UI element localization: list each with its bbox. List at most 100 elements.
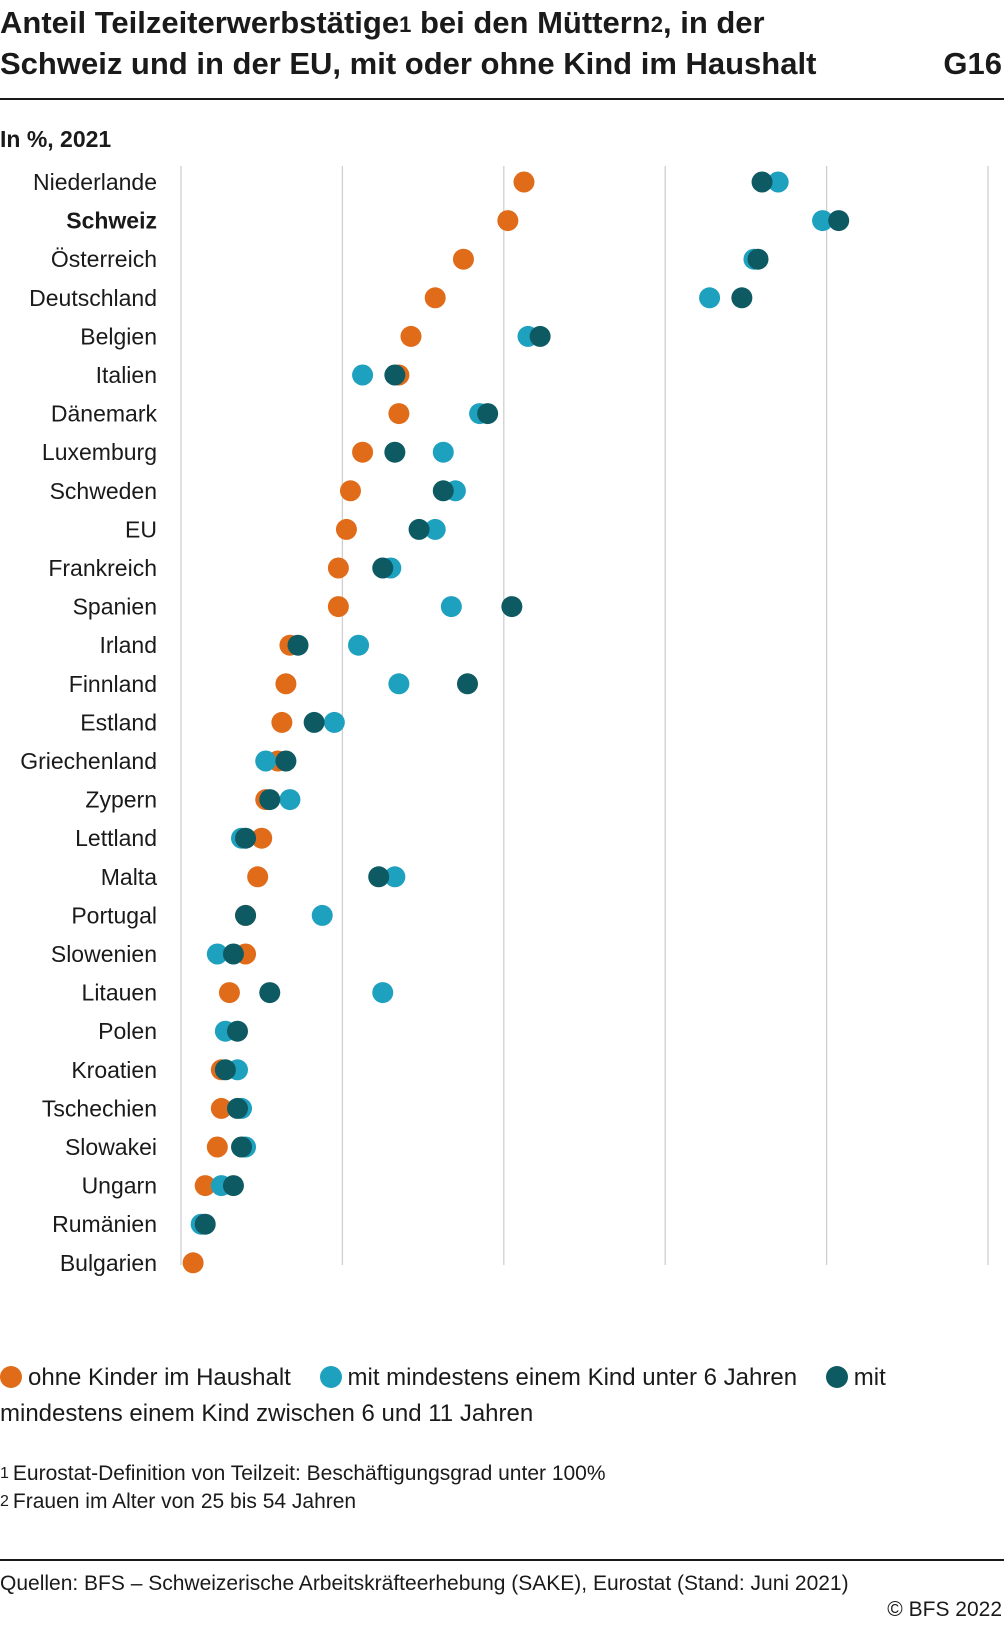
- dot-series-3: [259, 982, 281, 1004]
- dot-series-2: [440, 596, 462, 618]
- dot-series-1: [182, 1252, 204, 1274]
- category-label: Estland: [80, 709, 157, 735]
- chart-code: G16: [943, 46, 1002, 81]
- title-text-2: bei den Müttern: [411, 5, 651, 40]
- legend-swatch: [0, 1366, 22, 1388]
- category-label: Spanien: [73, 594, 157, 620]
- footnote-1-marker: 1: [0, 1465, 9, 1482]
- dot-series-1: [335, 518, 357, 540]
- top-rule: [0, 98, 1004, 100]
- category-label: Portugal: [71, 902, 157, 928]
- footnote-2-text: Frauen im Alter von 25 bis 54 Jahren: [12, 1490, 357, 1513]
- data-points: [182, 171, 850, 1274]
- copyright: © BFS 2022: [887, 1598, 1002, 1621]
- dot-series-1: [400, 325, 422, 347]
- category-label: Finnland: [69, 671, 157, 697]
- dot-series-1: [452, 248, 474, 270]
- category-label: Tschechien: [42, 1095, 157, 1121]
- dot-series-1: [352, 441, 374, 463]
- dot-series-2: [767, 171, 789, 193]
- dot-series-3: [747, 248, 769, 270]
- dot-series-3: [235, 827, 257, 849]
- dot-series-3: [275, 750, 297, 772]
- category-label: EU: [125, 516, 157, 542]
- dot-series-3: [222, 943, 244, 965]
- footnotes: 1 Eurostat-Definition von Teilzeit: Besch…: [0, 1460, 606, 1516]
- source-note: Quellen: BFS – Schweizerische Arbeitskrä…: [0, 1572, 849, 1595]
- dot-series-2: [323, 711, 345, 733]
- dot-series-3: [368, 866, 390, 888]
- category-label: Frankreich: [48, 555, 157, 581]
- dot-plot: Niederlande Schweiz Österreich Deutschland B…: [20, 166, 989, 1276]
- category-label: Deutschland: [29, 285, 157, 311]
- legend-swatch: [825, 1366, 848, 1388]
- dot-series-3: [751, 171, 773, 193]
- dot-series-2: [255, 750, 277, 772]
- title-line-1: Anteil Teilzeiterwerbstätige1 bei den Mü…: [0, 2, 1004, 43]
- category-label: Ungarn: [82, 1173, 157, 1199]
- category-label: Litauen: [82, 980, 157, 1006]
- dot-series-1: [513, 171, 535, 193]
- legend-label: ohne Kinder im Haushalt: [28, 1364, 291, 1391]
- category-label: Kroatien: [71, 1057, 157, 1083]
- category-label: Lettland: [75, 825, 157, 851]
- category-label: Österreich: [51, 246, 157, 272]
- dot-series-3: [214, 1059, 236, 1081]
- dot-series-1: [327, 596, 349, 618]
- category-label: Schweden: [50, 478, 157, 504]
- category-label: Schweiz: [66, 208, 157, 234]
- dot-series-1: [206, 1136, 228, 1158]
- dot-series-3: [731, 287, 753, 309]
- category-label: Luxemburg: [42, 439, 157, 465]
- dot-series-1: [210, 1097, 232, 1119]
- chart-title: Anteil Teilzeiterwerbstätige1 bei den Mü…: [0, 2, 1004, 84]
- dot-series-1: [251, 827, 273, 849]
- category-label: Zypern: [85, 787, 157, 813]
- dot-series-1: [339, 480, 361, 502]
- dot-series-3: [231, 1136, 253, 1158]
- bottom-rule: [0, 1559, 1004, 1561]
- legend-swatch: [319, 1366, 342, 1388]
- dot-series-3: [828, 210, 850, 232]
- dot-series-3: [529, 325, 551, 347]
- dot-series-3: [384, 441, 406, 463]
- dot-series-2: [432, 441, 454, 463]
- dot-series-1: [247, 866, 269, 888]
- dot-series-2: [699, 287, 721, 309]
- category-label: Malta: [101, 864, 157, 890]
- dot-series-2: [372, 982, 394, 1004]
- dot-series-2: [388, 673, 410, 695]
- dot-series-3: [477, 403, 499, 425]
- dot-series-2: [424, 518, 446, 540]
- dot-series-1: [218, 982, 240, 1004]
- category-label: Griechenland: [20, 748, 157, 774]
- category-label: Italien: [96, 362, 157, 388]
- dot-series-3: [408, 518, 430, 540]
- category-label: Slowenien: [51, 941, 157, 967]
- title-text-3: , in der: [662, 5, 765, 40]
- category-label: Polen: [98, 1018, 157, 1044]
- dot-series-3: [432, 480, 454, 502]
- dot-series-1: [388, 403, 410, 425]
- dot-series-3: [222, 1175, 244, 1197]
- footnote-1: 1 Eurostat-Definition von Teilzeit: Besch…: [0, 1460, 606, 1488]
- dot-series-3: [259, 789, 281, 811]
- legend-item-1: ohne Kinder im Haushalt: [0, 1364, 291, 1391]
- dot-series-3: [194, 1213, 216, 1235]
- dot-series-1: [327, 557, 349, 579]
- dot-series-3: [501, 596, 523, 618]
- category-label: Rumänien: [52, 1211, 157, 1237]
- title-text-1: Anteil Teilzeiterwerbstätige: [0, 5, 400, 40]
- dot-series-2: [206, 943, 228, 965]
- category-label: Bulgarien: [60, 1250, 157, 1276]
- title-line-2: Schweiz und in der EU, mit oder ohne Kin…: [0, 46, 817, 81]
- legend-label: mit mindestens einem Kind zwischen 6 und…: [0, 1364, 886, 1427]
- dot-series-3: [384, 364, 406, 386]
- grid-lines: [180, 166, 989, 1265]
- dot-series-1: [271, 711, 293, 733]
- category-label: Niederlande: [33, 169, 157, 195]
- dot-series-1: [424, 287, 446, 309]
- dot-series-1: [194, 1175, 216, 1197]
- dot-series-2: [311, 904, 333, 926]
- dot-series-3: [226, 1020, 248, 1042]
